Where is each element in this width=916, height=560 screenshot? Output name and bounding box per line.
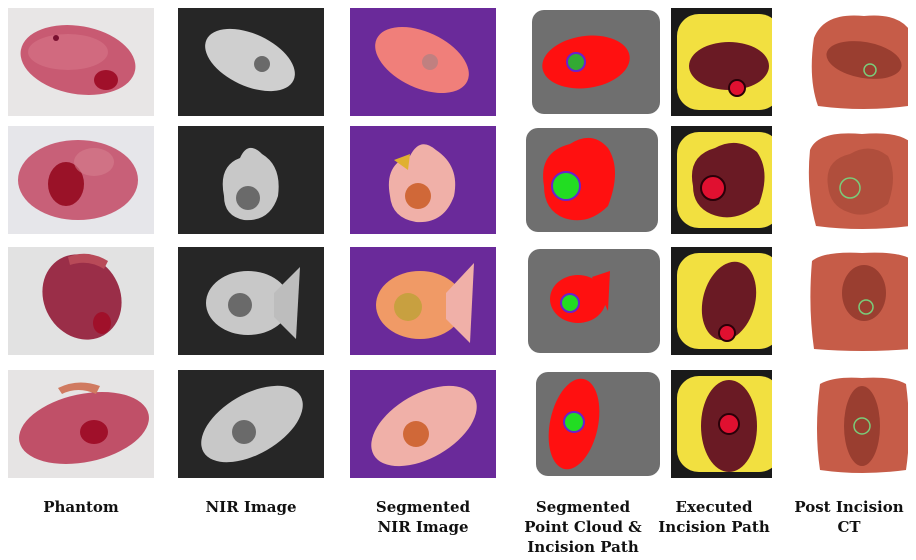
segmented-nir-image-row-4 <box>350 370 496 478</box>
executed-incision-path-row-3 <box>656 247 772 355</box>
phantom-image-row-4 <box>8 370 154 478</box>
column-label-nir-image: NIR Image <box>176 497 326 517</box>
label-line: Segmented <box>535 498 631 516</box>
label-line: Incision Path <box>527 538 639 556</box>
post-incision-ct-row-3 <box>790 247 908 355</box>
label-line: Point Cloud & <box>524 518 642 536</box>
segmented-point-cloud-row-1 <box>522 8 668 116</box>
phantom-image-row-3 <box>8 247 154 355</box>
nir-image-row-1 <box>178 8 324 116</box>
phantom-image-row-1 <box>8 8 154 116</box>
column-label-post-incision-ct: Post Incision CT <box>782 497 916 537</box>
post-incision-ct-row-4 <box>790 370 908 478</box>
segmented-nir-image-row-2 <box>350 126 496 234</box>
column-label-phantom: Phantom <box>6 497 156 517</box>
label-line: Segmented <box>375 498 471 516</box>
nir-image-row-4 <box>178 370 324 478</box>
executed-incision-path-row-4 <box>656 370 772 478</box>
executed-incision-path-row-2 <box>656 126 772 234</box>
label-line: Phantom <box>43 498 119 516</box>
nir-image-row-3 <box>178 247 324 355</box>
column-label-executed-incision-path: Executed Incision Path <box>646 497 782 537</box>
segmented-nir-image-row-3 <box>350 247 496 355</box>
label-line: Executed <box>675 498 753 516</box>
label-line: Post Incision <box>794 498 904 516</box>
segmented-point-cloud-row-2 <box>522 126 668 234</box>
segmented-point-cloud-row-3 <box>522 247 668 355</box>
post-incision-ct-row-2 <box>790 126 908 234</box>
column-label-segmented-point-cloud: Segmented Point Cloud & Incision Path <box>503 497 663 557</box>
label-line: NIR Image <box>377 518 469 536</box>
segmented-nir-image-row-1 <box>350 8 496 116</box>
label-line: NIR Image <box>205 498 297 516</box>
column-label-segmented-nir-image: Segmented NIR Image <box>348 497 498 537</box>
phantom-image-row-2 <box>8 126 154 234</box>
post-incision-ct-row-1 <box>790 8 908 116</box>
label-line: Incision Path <box>658 518 770 536</box>
segmented-point-cloud-row-4 <box>522 370 668 478</box>
nir-image-row-2 <box>178 126 324 234</box>
label-line: CT <box>837 518 861 536</box>
executed-incision-path-row-1 <box>656 8 772 116</box>
